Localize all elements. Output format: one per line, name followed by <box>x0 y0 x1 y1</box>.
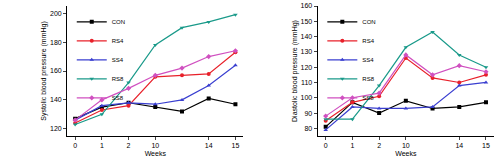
svg-text:1: 1 <box>350 142 354 149</box>
svg-text:140: 140 <box>50 96 62 103</box>
svg-text:CON: CON <box>362 19 375 25</box>
svg-text:2: 2 <box>377 142 381 149</box>
svg-text:0: 0 <box>73 142 77 149</box>
svg-text:180: 180 <box>50 39 62 46</box>
svg-text:120: 120 <box>50 125 62 132</box>
svg-text:SS4: SS4 <box>112 57 124 63</box>
svg-text:90: 90 <box>304 110 312 117</box>
svg-text:14: 14 <box>455 142 463 149</box>
svg-text:SS8: SS8 <box>112 95 124 101</box>
svg-text:10: 10 <box>402 142 410 149</box>
svg-text:14: 14 <box>205 142 213 149</box>
svg-text:0: 0 <box>324 142 328 149</box>
svg-text:Weeks: Weeks <box>395 150 417 157</box>
svg-text:130: 130 <box>301 48 313 55</box>
svg-text:CON: CON <box>112 19 125 25</box>
svg-text:80: 80 <box>304 125 312 132</box>
svg-text:Weeks: Weeks <box>145 150 167 157</box>
svg-text:120: 120 <box>301 64 313 71</box>
svg-text:140: 140 <box>301 33 313 40</box>
svg-text:RS8: RS8 <box>112 76 124 82</box>
svg-text:110: 110 <box>301 79 312 86</box>
svg-text:150: 150 <box>301 18 313 25</box>
svg-text:SS8: SS8 <box>362 95 374 101</box>
svg-text:100: 100 <box>301 94 313 101</box>
svg-text:1: 1 <box>100 142 104 149</box>
svg-text:15: 15 <box>232 142 240 149</box>
svg-text:10: 10 <box>151 142 159 149</box>
svg-text:RS4: RS4 <box>362 38 374 44</box>
svg-text:2: 2 <box>127 142 131 149</box>
svg-text:Systolic blood pressure (mmHg): Systolic blood pressure (mmHg) <box>40 21 48 121</box>
svg-text:200: 200 <box>50 10 62 17</box>
svg-text:RS8: RS8 <box>362 76 374 82</box>
svg-text:160: 160 <box>50 67 62 74</box>
svg-text:15: 15 <box>482 142 490 149</box>
svg-text:RS4: RS4 <box>112 38 124 44</box>
svg-text:160: 160 <box>301 2 313 9</box>
svg-text:Diastolic blood pressure (mmHg: Diastolic blood pressure (mmHg) <box>291 20 299 122</box>
svg-text:SS4: SS4 <box>362 57 374 63</box>
